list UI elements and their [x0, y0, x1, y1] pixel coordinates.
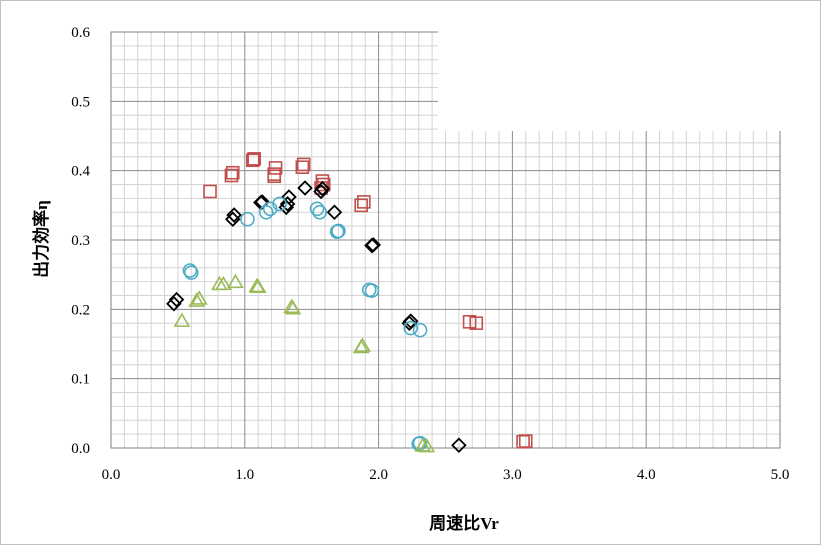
x-tick-label: 5.0 — [771, 467, 790, 483]
circle-marker — [309, 201, 325, 217]
x-tick-label: 1.0 — [235, 467, 254, 483]
diamond-marker — [297, 180, 313, 196]
x-tick-label: 0.0 — [102, 467, 121, 483]
triangle-marker — [188, 292, 206, 307]
circle-marker — [412, 322, 428, 338]
circle-marker — [240, 211, 255, 227]
circle-marker — [183, 265, 199, 280]
diamond-marker — [254, 194, 270, 210]
circle-marker — [258, 204, 274, 220]
circle-marker — [262, 201, 278, 217]
diamond-marker — [168, 291, 185, 308]
diamond-marker — [281, 189, 297, 205]
square-marker — [296, 157, 311, 172]
square-marker — [224, 168, 239, 183]
square-marker — [469, 316, 484, 331]
diamond-marker — [326, 204, 343, 221]
square-marker — [225, 165, 240, 180]
square-marker — [246, 153, 260, 168]
circle-marker — [331, 223, 346, 239]
data-points — [166, 152, 533, 453]
square-marker — [516, 434, 530, 449]
triangle-marker — [284, 300, 302, 315]
diamond-marker — [166, 296, 182, 312]
square-marker — [247, 152, 261, 166]
x-tick-label: 2.0 — [369, 467, 388, 483]
diamond-marker — [314, 180, 331, 197]
triangle-marker — [227, 273, 244, 289]
y-tick-label: 0.0 — [71, 441, 90, 457]
y-tick-label: 0.3 — [71, 233, 90, 249]
circle-marker — [182, 263, 198, 278]
diamond-marker — [226, 207, 242, 223]
y-axis-ticks: 0.0 0.1 0.2 0.3 0.4 0.5 0.6 — [71, 25, 90, 457]
circle-marker — [364, 283, 380, 298]
square-marker — [518, 434, 533, 448]
triangle-marker — [173, 312, 191, 327]
triangle-marker — [249, 278, 267, 293]
square-marker — [203, 184, 217, 199]
y-tick-label: 0.2 — [71, 302, 90, 318]
square-marker — [268, 161, 283, 175]
x-axis-label: 周速比Vr — [429, 513, 499, 533]
y-axis-label: 出力効率η — [31, 200, 51, 278]
diamond-marker — [365, 237, 382, 253]
square-marker — [357, 195, 371, 209]
circle-marker — [312, 204, 328, 220]
y-tick-label: 0.5 — [71, 94, 90, 110]
circle-marker — [272, 196, 287, 212]
triangle-marker — [190, 290, 208, 305]
square-marker — [267, 169, 282, 184]
y-tick-label: 0.6 — [71, 25, 90, 41]
square-marker — [295, 160, 310, 174]
diamond-marker — [402, 313, 419, 329]
diamond-marker — [451, 437, 467, 453]
plot-blank-region — [438, 15, 808, 131]
x-tick-label: 3.0 — [503, 467, 522, 483]
x-axis-ticks: 0.0 1.0 2.0 3.0 4.0 5.0 — [102, 467, 790, 483]
triangle-marker — [418, 438, 436, 453]
triangle-marker — [354, 337, 371, 352]
circle-marker — [403, 320, 419, 336]
y-tick-label: 0.1 — [71, 372, 90, 388]
x-tick-label: 4.0 — [637, 467, 656, 483]
square-marker — [316, 177, 331, 192]
y-tick-label: 0.4 — [71, 164, 90, 180]
square-marker — [354, 198, 369, 213]
triangle-marker — [214, 275, 232, 291]
